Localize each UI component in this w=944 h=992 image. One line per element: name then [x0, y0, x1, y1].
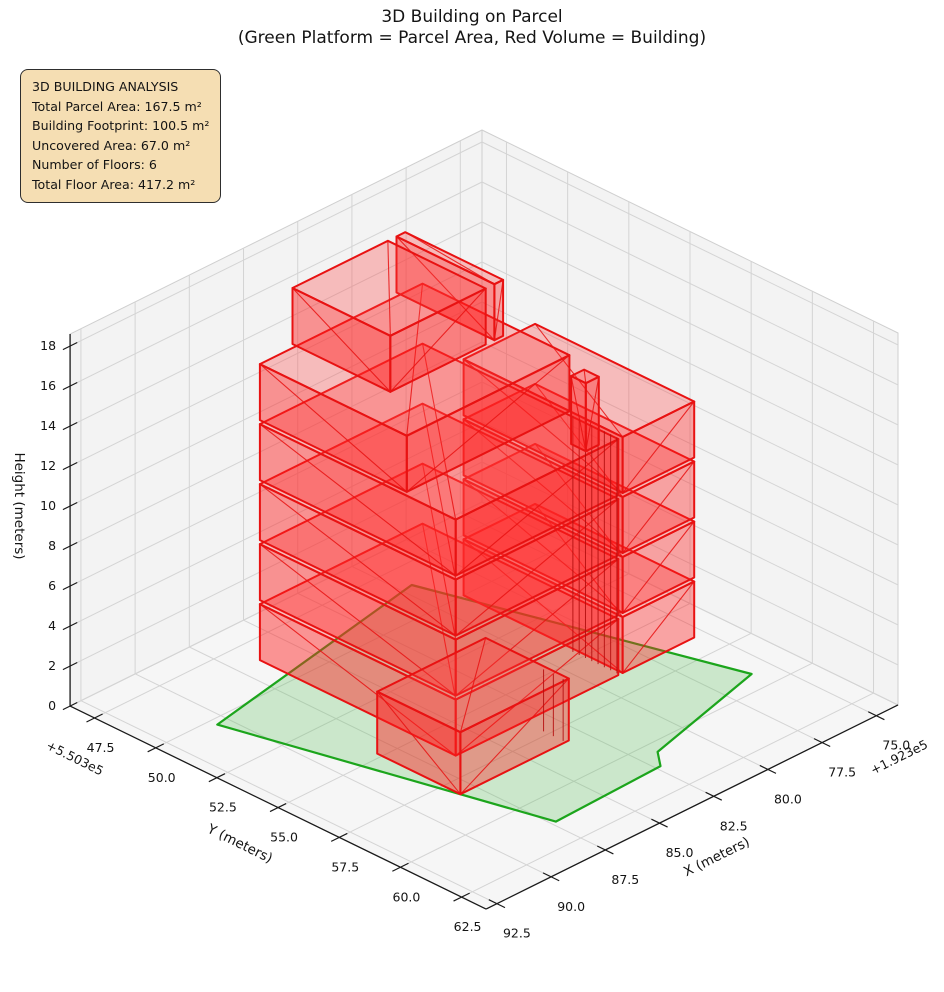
- z-tick-label: 10: [40, 498, 56, 513]
- x-tick-label: 80.0: [774, 791, 802, 806]
- z-tick-label: 2: [48, 658, 56, 673]
- building-block-floor6-sliver: [395, 231, 505, 342]
- x-tick-label: 85.0: [666, 845, 694, 860]
- z-tick-label: 4: [48, 618, 56, 633]
- z-tick-label: 0: [48, 698, 56, 713]
- analysis-box: 3D BUILDING ANALYSIS Total Parcel Area: …: [20, 69, 222, 203]
- z-tick-label: 12: [40, 458, 56, 473]
- analysis-line: Number of Floors: 6: [32, 157, 157, 172]
- building-block-floor2-main: [258, 462, 620, 697]
- x-tick-label: 82.5: [720, 818, 748, 833]
- z-axis-title: Height (meters): [11, 452, 27, 559]
- building-block-floor3-main: [258, 402, 620, 637]
- grid-lines: [69, 140, 899, 905]
- figure-subtitle: (Green Platform = Parcel Area, Red Volum…: [237, 28, 707, 49]
- light-well-lines: [572, 415, 618, 674]
- building-block-floor5: [258, 282, 571, 493]
- y-tick-label: 50.0: [148, 770, 176, 785]
- building-block-floor4-main: [258, 342, 620, 577]
- x-tick-label: 75.0: [882, 738, 910, 753]
- building-block-shaft: [570, 368, 600, 453]
- x-tick-label: 92.5: [503, 926, 531, 941]
- building-3d: [258, 231, 696, 796]
- z-tick-label: 8: [48, 538, 56, 553]
- axis-x: 75.0 77.5 80.0 82.5 85.0 87.5 90.0 92.5: [488, 711, 910, 941]
- y-tick-label: 60.0: [393, 889, 421, 904]
- axis-z: 0 2 4 6 8 10 12 14 16 18: [40, 338, 78, 713]
- y-tick-label: 52.5: [209, 800, 237, 815]
- building-block-front-extension: [376, 636, 570, 796]
- x-tick-label: 90.0: [557, 899, 585, 914]
- z-tick-label: 6: [48, 578, 56, 593]
- analysis-line: Total Floor Area: 417.2 m²: [32, 176, 196, 192]
- y-tick-label: 57.5: [331, 859, 359, 874]
- figure-header: 3D Building on Parcel (Green Platform = …: [0, 7, 944, 50]
- x-tick-label: 87.5: [611, 872, 639, 887]
- x-tick-label: 77.5: [828, 765, 856, 780]
- axis-y: 47.5 50.0 52.5 55.0 57.5 60.0 62.5: [86, 713, 482, 934]
- analysis-line: Building Footprint: 100.5 m²: [32, 118, 210, 133]
- analysis-line: Uncovered Area: 67.0 m²: [32, 137, 191, 153]
- building-block-floor6: [291, 239, 487, 393]
- extension-slot-lines: [543, 669, 564, 741]
- y-tick-label: 47.5: [87, 740, 115, 755]
- building-block-floor1-main: [258, 522, 620, 757]
- z-tick-label: 16: [40, 378, 56, 393]
- y-axis-title: Y (meters): [204, 821, 275, 867]
- y-tick-label: 55.0: [270, 830, 298, 845]
- z-tick-label: 18: [40, 338, 56, 353]
- y-tick-label: 62.5: [454, 919, 482, 934]
- figure-title: 3D Building on Parcel: [381, 7, 563, 27]
- z-tick-label: 14: [40, 418, 56, 433]
- analysis-line: Total Parcel Area: 167.5 m²: [32, 98, 202, 114]
- analysis-box-title: 3D BUILDING ANALYSIS: [32, 79, 179, 94]
